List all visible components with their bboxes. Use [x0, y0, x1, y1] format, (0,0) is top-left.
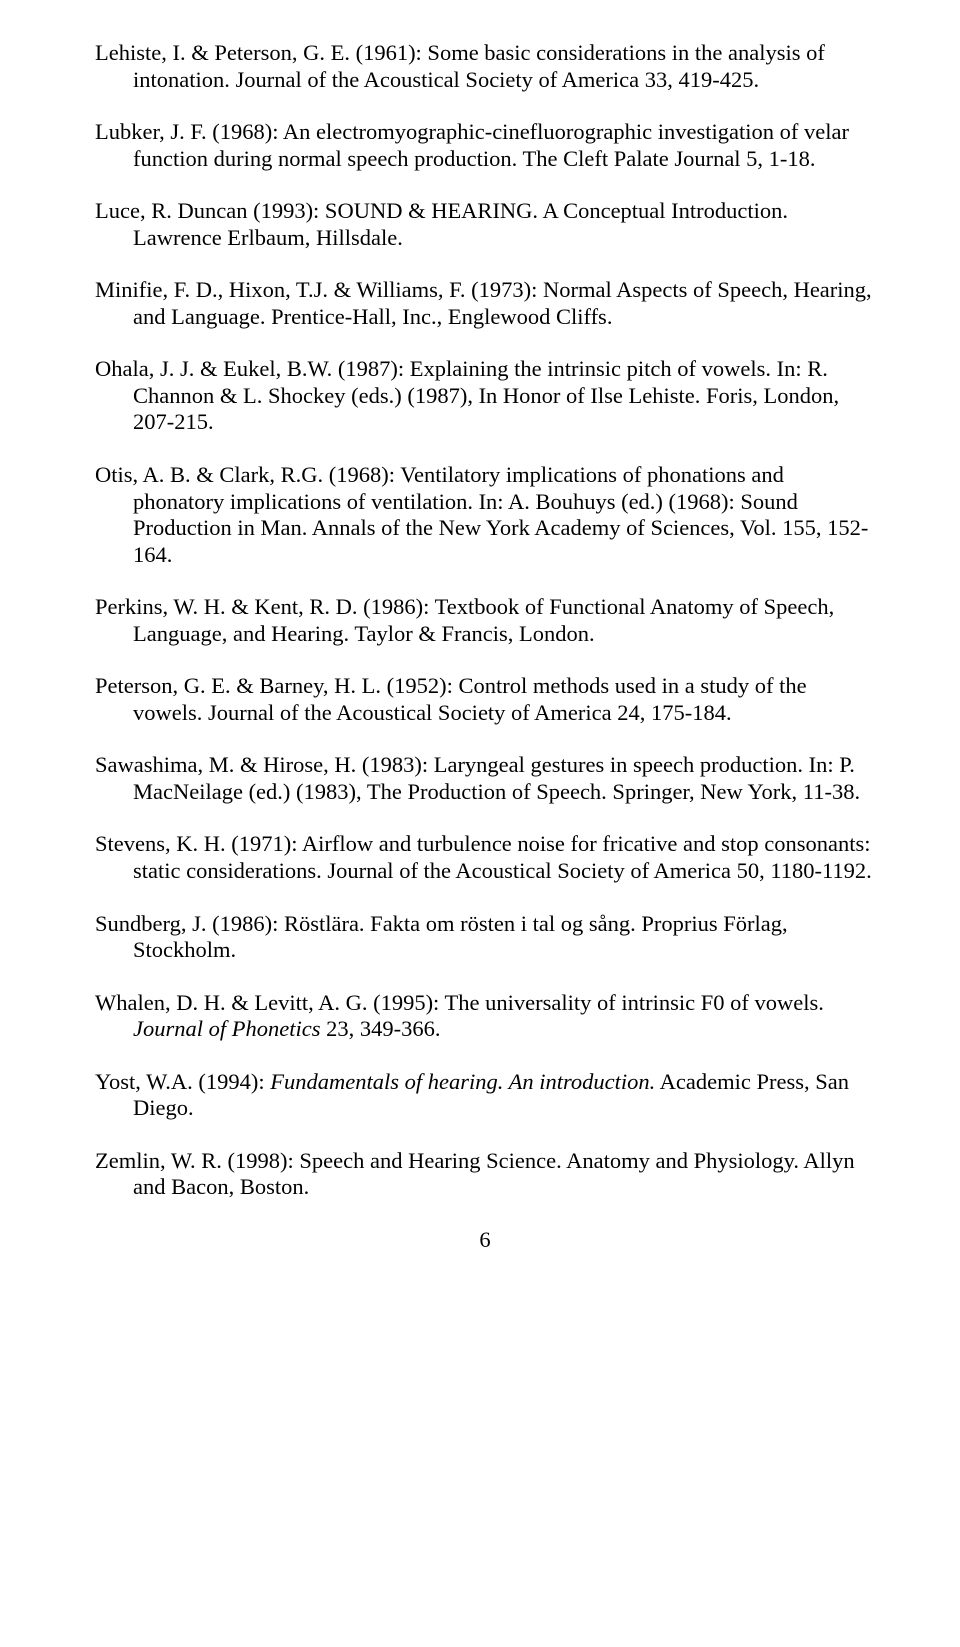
reference-entry: Whalen, D. H. & Levitt, A. G. (1995): Th…: [95, 990, 875, 1043]
reference-entry: Stevens, K. H. (1971): Airflow and turbu…: [95, 831, 875, 884]
page-number: 6: [95, 1227, 875, 1254]
reference-entry: Lehiste, I. & Peterson, G. E. (1961): So…: [95, 40, 875, 93]
reference-entry: Yost, W.A. (1994): Fundamentals of heari…: [95, 1069, 875, 1122]
references-list: Lehiste, I. & Peterson, G. E. (1961): So…: [95, 40, 875, 1201]
reference-entry: Peterson, G. E. & Barney, H. L. (1952): …: [95, 673, 875, 726]
reference-entry: Zemlin, W. R. (1998): Speech and Hearing…: [95, 1148, 875, 1201]
reference-entry: Sawashima, M. & Hirose, H. (1983): Laryn…: [95, 752, 875, 805]
reference-entry: Lubker, J. F. (1968): An electromyograph…: [95, 119, 875, 172]
reference-entry: Ohala, J. J. & Eukel, B.W. (1987): Expla…: [95, 356, 875, 436]
reference-entry: Sundberg, J. (1986): Röstlära. Fakta om …: [95, 911, 875, 964]
reference-entry: Otis, A. B. & Clark, R.G. (1968): Ventil…: [95, 462, 875, 568]
reference-entry: Luce, R. Duncan (1993): SOUND & HEARING.…: [95, 198, 875, 251]
reference-entry: Minifie, F. D., Hixon, T.J. & Williams, …: [95, 277, 875, 330]
reference-entry: Perkins, W. H. & Kent, R. D. (1986): Tex…: [95, 594, 875, 647]
